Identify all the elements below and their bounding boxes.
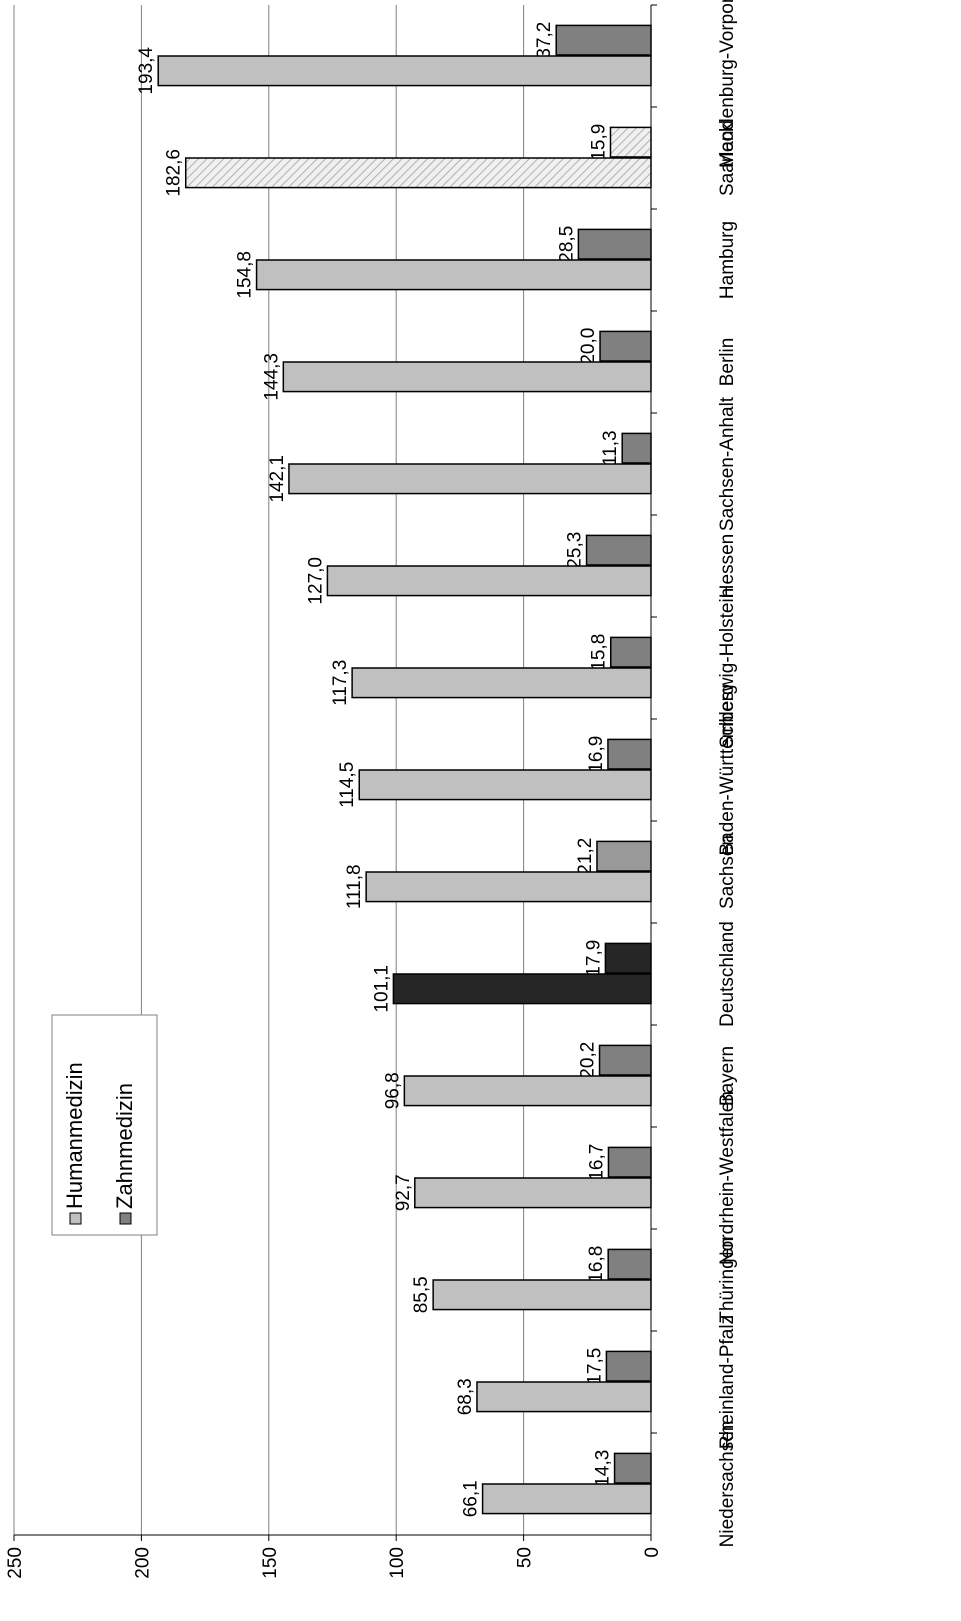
bar (392, 973, 652, 1005)
legend-label: Zahnmedizin (112, 1083, 137, 1209)
bar (288, 463, 652, 495)
bar (358, 769, 652, 801)
bar (613, 1452, 652, 1484)
x-tick-label: Hamburg (717, 221, 738, 299)
bar (609, 126, 652, 158)
bar (282, 361, 652, 393)
legend-label: Humanmedizin (62, 1062, 87, 1209)
bar (255, 259, 652, 291)
value-label: 17,5 (584, 1348, 605, 1385)
y-tick-label: 50 (515, 1547, 536, 1568)
x-tick-label: Sachsen-Anhalt (717, 396, 738, 531)
x-tick-label: Nordrhein-Westfalen (717, 1091, 738, 1265)
bar (476, 1381, 652, 1413)
value-label: 66,1 (461, 1480, 482, 1517)
bar (481, 1483, 652, 1515)
value-label: 92,7 (393, 1174, 414, 1211)
value-label: 21,2 (575, 838, 596, 875)
bar (577, 228, 652, 260)
value-label: 68,3 (455, 1378, 476, 1415)
y-tick-label: 200 (132, 1547, 153, 1579)
value-label: 20,2 (578, 1042, 599, 1079)
legend-box (51, 1014, 158, 1236)
bar (598, 1044, 652, 1076)
value-label: 101,1 (371, 965, 392, 1013)
value-label: 154,8 (235, 251, 256, 299)
value-label: 15,8 (589, 634, 610, 671)
y-tick-label: 0 (642, 1547, 663, 1558)
value-label: 111,8 (344, 864, 365, 909)
y-tick-label: 150 (260, 1547, 281, 1579)
x-tick-label: Rheinland-Pfalz (717, 1315, 738, 1449)
x-tick-label: Mecklenburg-Vorpommern (717, 0, 738, 168)
bar (365, 871, 652, 903)
x-tick-label: Baden-Württemberg (717, 684, 738, 855)
value-label: 182,6 (164, 149, 185, 197)
value-label: 16,9 (586, 736, 607, 773)
x-tick-label: Sachsen (717, 835, 738, 909)
value-label: 20,0 (578, 328, 599, 365)
value-label: 127,0 (305, 557, 326, 605)
bar (555, 24, 652, 56)
bar (351, 667, 652, 699)
bar (585, 534, 652, 566)
y-tick-label: 250 (5, 1547, 26, 1579)
value-label: 17,9 (583, 940, 604, 977)
bar (621, 432, 652, 464)
y-tick-label: 100 (387, 1547, 408, 1579)
x-tick-label: Saarland (717, 120, 738, 196)
value-label: 16,7 (586, 1144, 607, 1181)
value-label: 28,5 (556, 226, 577, 263)
value-label: 16,8 (586, 1246, 607, 1283)
value-label: 11,3 (600, 430, 621, 466)
x-tick-label: Hessen (717, 534, 738, 598)
value-label: 85,5 (411, 1276, 432, 1313)
legend-swatch (119, 1212, 132, 1225)
value-label: 96,8 (382, 1072, 403, 1109)
value-label: 193,4 (136, 47, 157, 95)
bar (432, 1279, 652, 1311)
bar (326, 565, 652, 597)
bar (605, 1350, 652, 1382)
bar (157, 55, 652, 87)
value-label: 14,3 (593, 1450, 614, 1487)
bar (607, 1146, 652, 1178)
bar (607, 1248, 652, 1280)
x-tick-label: Berlin (717, 338, 738, 387)
value-label: 144,3 (261, 353, 282, 401)
x-tick-label: Deutschland (717, 921, 738, 1027)
bar (609, 636, 652, 668)
legend-swatch (69, 1212, 82, 1225)
bar (607, 738, 652, 770)
bar (599, 330, 652, 362)
x-tick-label: Schleswig-Holstein (717, 588, 738, 749)
value-label: 114,5 (337, 762, 358, 808)
bar (403, 1075, 652, 1107)
bar (604, 942, 652, 974)
bar (414, 1177, 652, 1209)
value-label: 142,1 (267, 455, 288, 503)
bar (184, 157, 652, 189)
value-label: 117,3 (330, 660, 351, 706)
bar (596, 840, 652, 872)
value-label: 37,2 (534, 22, 555, 59)
x-tick-label: Niedersachsen (717, 1421, 738, 1548)
x-tick-label: Bayern (717, 1046, 738, 1106)
value-label: 25,3 (565, 532, 586, 569)
x-tick-label: Thüringen (717, 1237, 738, 1323)
value-label: 15,9 (588, 124, 609, 161)
